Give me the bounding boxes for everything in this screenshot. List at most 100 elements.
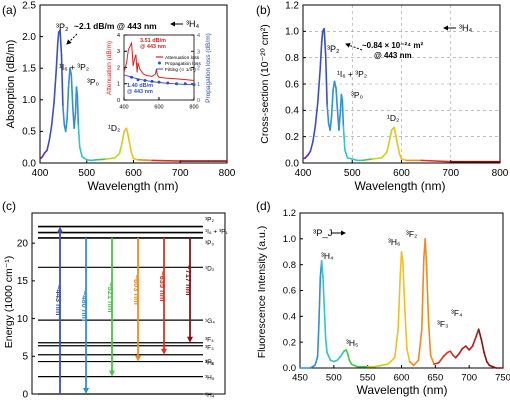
panel-d-fluorescence-segment — [483, 351, 488, 363]
panel-d-ytick-label: 0.2 — [283, 337, 296, 348]
panel-a-absorption-segment — [69, 67, 73, 76]
panel-label-c: (c) — [2, 199, 16, 213]
panel-a-absorption-segment — [127, 133, 131, 145]
panel-a-absorption-segment — [132, 157, 139, 161]
panel-b-cross-section-segment — [396, 143, 401, 155]
panel-d-fluorescence-segment — [402, 261, 406, 311]
panel-c-transition-arrow-head — [57, 226, 63, 233]
panel-a-inset-frame — [123, 34, 195, 101]
panel-a-inset-xtick-label: 400 — [119, 105, 128, 111]
panel-a-absorption-segment — [95, 158, 107, 161]
panel-a-inset-right-ytick-label: 4 — [197, 33, 200, 39]
panel-c-ytick-label: 0 — [22, 389, 28, 400]
panel-d-fluorescence-segment — [408, 360, 415, 367]
panel-b-ytick-label: 0.6 — [285, 79, 299, 90]
panel-c-ytick-label: 10 — [17, 314, 29, 325]
panel-a-absorption-segment — [46, 139, 51, 152]
panel-a-inset-propagation-point — [150, 79, 154, 83]
panel-c-ytick-label: 20 — [17, 239, 29, 250]
panel-a-inset-annotation-2: @ 443 nm — [140, 44, 166, 50]
panel-b-cross-section-segment — [388, 129, 393, 143]
panel-b-cross-section-segment — [394, 133, 399, 146]
panel-d-fluorescence-segment — [322, 276, 326, 311]
panel-b-cross-section-segment — [371, 156, 383, 160]
panel-a-absorption-chart: 400 500 600 700 800 0.00.51.01.52.02.5 Wavel… — [5, 0, 236, 193]
panel-c-transition-label: ~521 nm — [106, 282, 115, 313]
panel-d-fluorescence-segment — [464, 345, 470, 351]
panel-d-ytick-label: 0.4 — [283, 312, 296, 323]
panel-d-xtick-label: 500 — [326, 373, 342, 384]
panel-d-xtick-label: 750 — [495, 373, 510, 384]
panel-c-energy-level-label: ¹I₆ + ³P₁ — [205, 229, 228, 236]
panel-d-fluorescence-segment — [336, 355, 342, 362]
panel-b-annotation-3p2: ³P₂ — [327, 44, 340, 54]
panel-b-ytick-label: 1.2 — [285, 0, 299, 11]
panel-a-inset-propagation-point — [183, 82, 187, 86]
panel-label-d: (d) — [256, 199, 271, 213]
panel-d-ytick-label: 1.2 — [283, 208, 296, 219]
panel-d-fluorescence-segment — [404, 309, 408, 350]
panel-d-annotation-3f3: ³F₃ — [437, 319, 448, 329]
panel-a-inset-xtick-label: 600 — [154, 105, 163, 111]
panel-a-inset-propagation-point — [157, 80, 161, 84]
panel-b-cross-section-segment — [344, 149, 349, 159]
panel-a-absorption-segment — [67, 67, 71, 88]
legend-attenuation-label: Attenuation loss — [165, 55, 200, 61]
panel-a-absorption-segment — [59, 29, 63, 57]
panel-d-fluorescence-segment — [397, 276, 401, 331]
panel-d-fluorescence-chart: 450 500 550 600 650 700 750 0.0 0.2 0.4 0.6 0.8 1.0… — [256, 208, 510, 397]
panel-label-a: (a) — [2, 3, 17, 17]
panel-a-ytick-label: 2.0 — [22, 32, 36, 43]
panel-d-fluorescence-segment — [468, 345, 474, 351]
panel-a-inset-propagation-point — [130, 75, 134, 79]
panel-b-annotation-3h4: ³H₄ — [459, 23, 472, 33]
panel-d-fluorescence-segment — [309, 364, 316, 369]
panel-b-cross-section-segment — [335, 87, 339, 112]
panel-d-annotation-3pj: ³P_J — [313, 228, 333, 239]
panel-b-xtick-label: 700 — [442, 168, 459, 179]
panel-a-absorption-segment — [75, 86, 79, 97]
panel-b-cross-section-segment — [338, 109, 342, 131]
panel-c-transition-label: ~717 nm — [184, 265, 193, 296]
panel-a-absorption-segment — [77, 124, 81, 148]
panel-b-cross-section-segment — [361, 158, 373, 162]
panel-c-transition-label: ~443 nm — [54, 285, 63, 316]
panel-d-annotation-3h6: ³H₆ — [388, 237, 400, 247]
panel-a-absorption-segment — [137, 159, 153, 162]
panel-a-absorption-segment — [128, 143, 133, 155]
panel-d-fluorescence-segment — [320, 259, 324, 279]
panel-d-fluorescence-segment — [387, 356, 396, 365]
panel-d-fluorescence-segment — [393, 328, 399, 359]
panel-a-absorption-segment — [125, 127, 129, 136]
panel-d-xtick-label: 550 — [360, 373, 376, 384]
panel-a-absorption-segment — [56, 31, 60, 44]
panel-b-cross-section-segment — [420, 159, 452, 163]
panel-d-fluorescence-segment — [427, 321, 432, 356]
panel-a-inset-xtick-label: 800 — [189, 105, 198, 111]
panel-a-inset-right-ytick-label: 3 — [197, 49, 200, 55]
panel-c-energy-level-label: ¹G₄ — [205, 318, 215, 325]
panel-b-cross-section-segment — [326, 104, 330, 125]
panel-a-inset-left-ytick-label: 4 — [117, 33, 120, 39]
panel-a-absorption-segment — [55, 42, 59, 69]
panel-a-absorption-segment — [66, 86, 70, 120]
panel-b-cross-section-segment — [309, 141, 314, 152]
panel-c-energy-level-label: ³F₃ — [205, 345, 214, 352]
panel-c-transition-arrow-head — [109, 370, 115, 377]
panel-a-ytick-label: 0.5 — [22, 127, 36, 138]
panel-a-absorption-segment — [64, 117, 68, 133]
panel-d-xtick-label: 600 — [394, 373, 410, 384]
panel-b-cross-section-segment — [340, 93, 344, 102]
panel-a-inset-propagation-point — [136, 78, 140, 82]
panel-d-fluorescence-segment — [400, 250, 404, 263]
panel-c-energy-level-label: ³H₆ — [205, 360, 215, 367]
panel-d-fluorescence-segment — [373, 364, 383, 368]
panel-b-xtick-label: 600 — [393, 168, 410, 179]
panel-b-cross-section-segment — [319, 41, 323, 69]
panel-a-absorption-segment — [81, 155, 88, 161]
panel-b-cross-section-segment — [323, 27, 327, 56]
panel-a-ylabel: Absorption (dB/m) — [5, 40, 17, 129]
panel-d-xtick-label: 450 — [292, 373, 308, 384]
panel-b-cross-section-segment — [393, 126, 397, 135]
